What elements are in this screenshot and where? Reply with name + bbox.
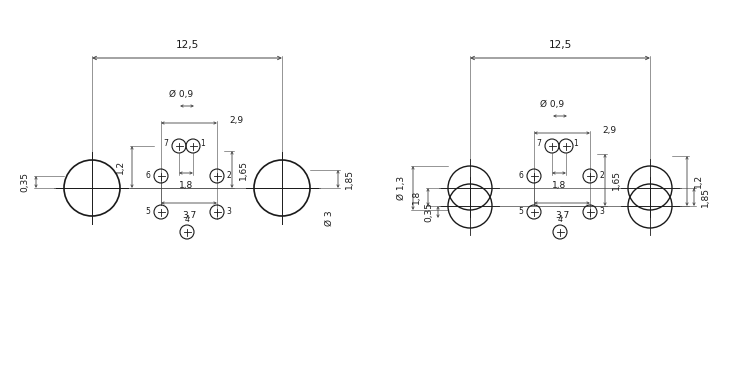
Text: 3,7: 3,7 <box>182 211 196 220</box>
Text: 3: 3 <box>600 207 604 216</box>
Text: 3: 3 <box>226 207 232 216</box>
Text: 1,2: 1,2 <box>116 160 125 174</box>
Text: 1: 1 <box>574 138 578 147</box>
Text: 5: 5 <box>145 207 150 216</box>
Text: 4: 4 <box>185 216 189 225</box>
Text: 12,5: 12,5 <box>548 40 571 50</box>
Text: 2: 2 <box>600 171 604 180</box>
Text: 0,35: 0,35 <box>424 202 433 222</box>
Text: 6: 6 <box>145 171 150 180</box>
Text: 3,7: 3,7 <box>555 211 569 220</box>
Text: Ø 0,9: Ø 0,9 <box>540 100 564 109</box>
Text: 7: 7 <box>164 138 168 147</box>
Text: 1: 1 <box>200 138 206 147</box>
Text: 2: 2 <box>226 171 232 180</box>
Text: 7: 7 <box>536 138 542 147</box>
Text: Ø 1,3: Ø 1,3 <box>397 176 406 200</box>
Text: Ø 3: Ø 3 <box>325 210 334 226</box>
Text: 1,8: 1,8 <box>179 181 193 190</box>
Text: 1,8: 1,8 <box>412 190 421 204</box>
Text: 12,5: 12,5 <box>175 40 199 50</box>
Text: 2,9: 2,9 <box>229 116 243 124</box>
Text: 1,85: 1,85 <box>345 169 354 189</box>
Text: 0,35: 0,35 <box>20 172 29 192</box>
Text: 5: 5 <box>519 207 524 216</box>
Text: 1,8: 1,8 <box>552 181 566 190</box>
Text: 1,65: 1,65 <box>612 170 621 190</box>
Text: 4: 4 <box>557 216 562 225</box>
Text: 1,65: 1,65 <box>239 159 248 180</box>
Text: 2,9: 2,9 <box>602 126 616 135</box>
Text: 6: 6 <box>519 171 524 180</box>
Text: 1,2: 1,2 <box>694 174 703 188</box>
Text: 1,85: 1,85 <box>701 187 710 207</box>
Text: Ø 0,9: Ø 0,9 <box>169 90 193 99</box>
